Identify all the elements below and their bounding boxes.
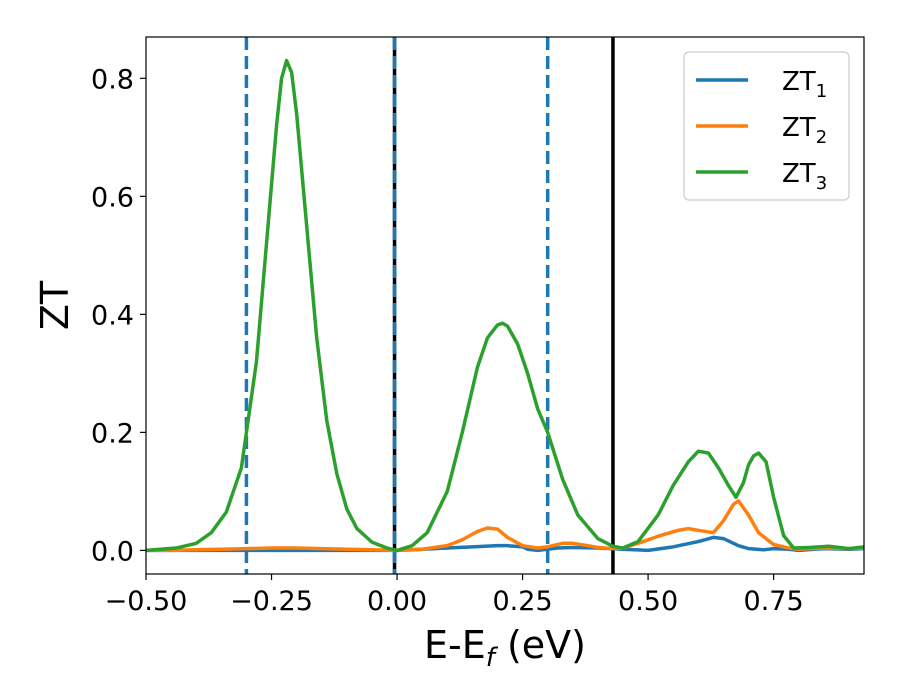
y-tick-label: 0.6 <box>91 182 134 213</box>
legend-label-subscript: 1 <box>816 81 827 102</box>
legend-label-zt2: ZT2 <box>782 113 827 148</box>
legend-label-main: ZT <box>782 113 816 143</box>
x-tick-label: 0.00 <box>367 586 427 617</box>
y-tick-label: 0.0 <box>91 536 134 567</box>
y-axis: 0.0 0.2 0.4 0.6 0.8 <box>91 64 146 567</box>
legend-label-main: ZT <box>782 159 816 189</box>
y-tick-label: 0.2 <box>91 418 134 449</box>
x-axis-label-main: E-E <box>424 623 486 667</box>
legend-label-main: ZT <box>782 67 816 97</box>
legend-label-zt1: ZT1 <box>782 67 827 102</box>
x-axis-label-suffix: (eV) <box>495 623 586 667</box>
legend-box <box>683 51 850 201</box>
x-tick-label: 0.75 <box>744 586 804 617</box>
y-tick-label: 0.4 <box>91 300 134 331</box>
x-tick-label: 0.50 <box>618 586 678 617</box>
plot-frame <box>145 36 865 575</box>
y-axis-label: ZT <box>33 280 77 330</box>
series-line-zt2 <box>146 499 864 553</box>
x-axis-label: E-Ef (eV) <box>424 623 586 673</box>
legend-label-subscript: 3 <box>816 173 827 194</box>
x-tick-label: −0.50 <box>105 586 188 617</box>
series-line-zt1 <box>146 535 864 553</box>
legend-label-subscript: 2 <box>816 127 827 148</box>
y-tick-label: 0.8 <box>91 64 134 95</box>
x-tick-label: 0.25 <box>493 586 553 617</box>
x-axis: −0.50 −0.25 0.00 0.25 0.50 0.75 <box>105 574 804 617</box>
series-line-zt3 <box>146 58 864 553</box>
plot-content <box>146 37 864 574</box>
legend-label-zt3: ZT3 <box>782 159 827 194</box>
x-tick-label: −0.25 <box>230 586 313 617</box>
plot-area <box>146 37 864 574</box>
